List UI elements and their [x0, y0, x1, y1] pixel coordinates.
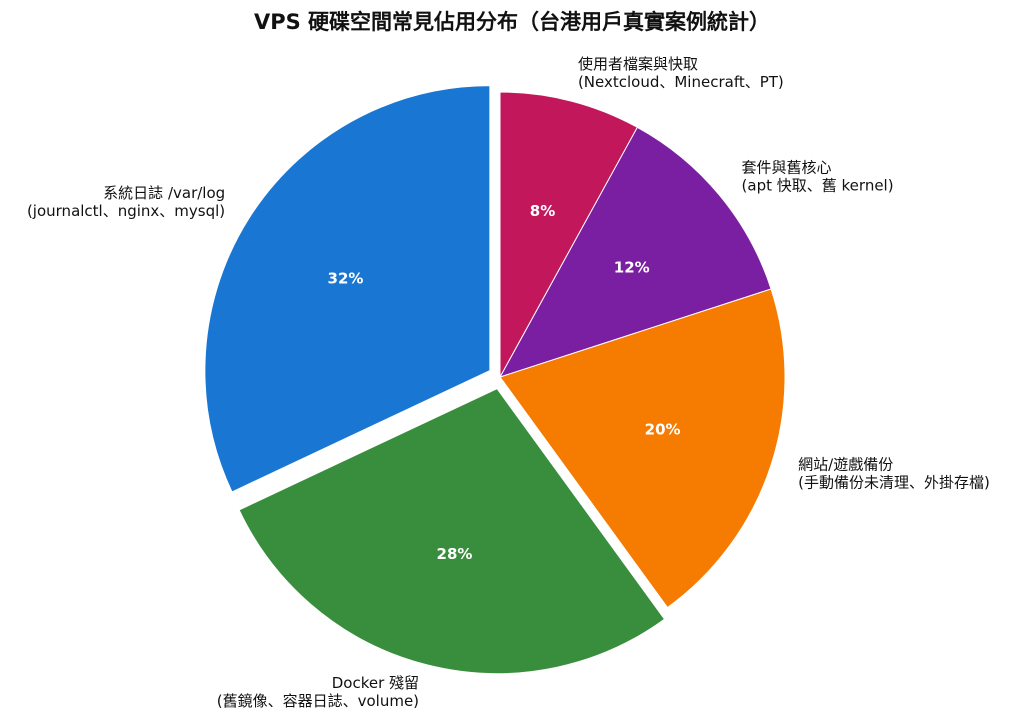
value-label: 28% [437, 545, 473, 563]
category-label: 套件與舊核心 [742, 159, 832, 177]
category-label: 使用者檔案與快取 [578, 55, 698, 73]
category-label: 系統日誌 /var/log [103, 184, 225, 202]
chart-title: VPS 硬碟空間常見佔用分布（台港用戶真實案例統計） [254, 10, 770, 34]
value-label: 8% [530, 202, 555, 220]
pie-slice [498, 126, 772, 378]
category-detail: (舊鏡像、容器日誌、volume) [217, 692, 419, 710]
pie-slice [499, 288, 786, 609]
value-label: 12% [614, 259, 650, 277]
pie-slice [238, 387, 666, 675]
pie-slice [499, 91, 638, 378]
category-detail: (Nextcloud、Minecraft、PT) [578, 73, 784, 91]
category-detail: (手動備份未清理、外掛存檔) [798, 473, 990, 491]
category-label: Docker 殘留 [332, 674, 419, 692]
category-label: 網站/遊戲備份 [798, 455, 893, 473]
value-label: 32% [328, 269, 364, 287]
category-detail: (apt 快取、舊 kernel) [742, 177, 894, 195]
category-detail: (journalctl、nginx、mysql) [27, 202, 225, 220]
value-label: 20% [645, 420, 681, 438]
pie-slice [204, 85, 491, 493]
